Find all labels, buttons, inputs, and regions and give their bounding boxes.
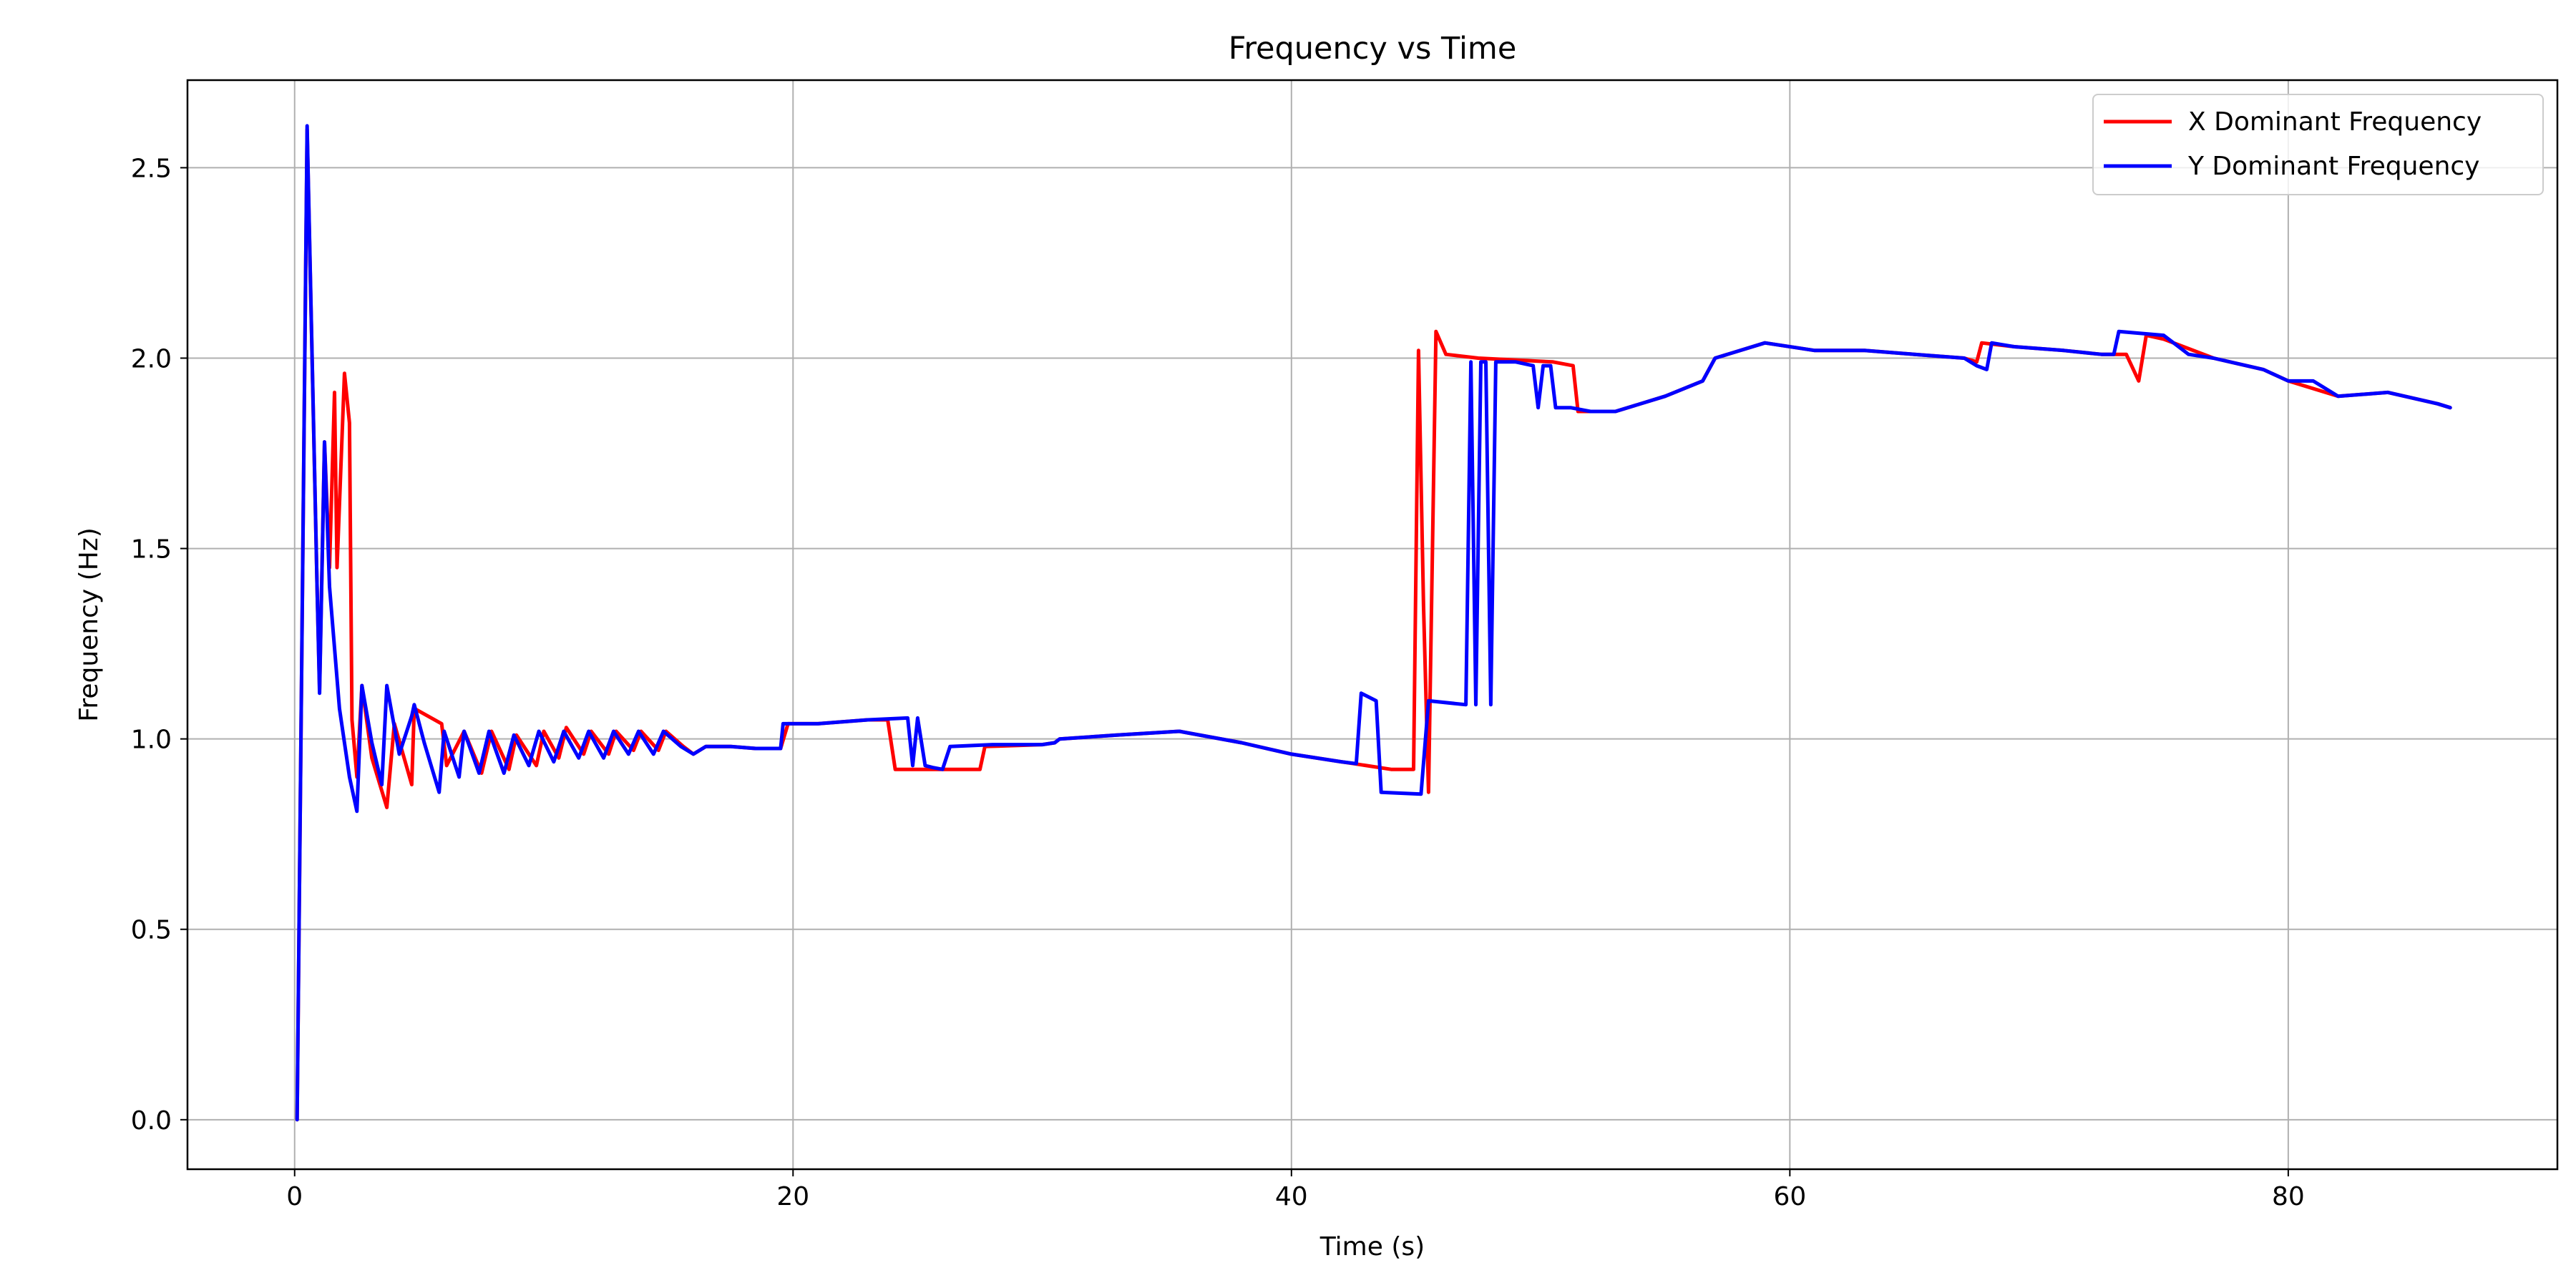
legend-box	[2092, 94, 2544, 195]
x-tick-label: 20	[776, 1182, 809, 1211]
legend-label-y: Y Dominant Frequency	[2187, 152, 2479, 181]
x-axis-label: Time (s)	[1319, 1232, 1425, 1262]
legend-label-x: X Dominant Frequency	[2188, 107, 2482, 137]
y-tick-label: 0.5	[131, 916, 172, 945]
y-tick-label: 2.5	[131, 154, 172, 183]
plot-frame	[186, 79, 2559, 1171]
x-tick-label: 60	[1773, 1182, 1806, 1211]
x-tick-label: 80	[2272, 1182, 2305, 1211]
chart-title: Frequency vs Time	[1229, 31, 1517, 67]
y-axis-label: Frequency (Hz)	[74, 527, 104, 721]
legend: X Dominant Frequency Y Dominant Frequenc…	[2092, 94, 2544, 195]
series-line-y-dominant-frequency	[295, 124, 2452, 1122]
y-tick-label: 0.0	[131, 1106, 172, 1136]
x-tick-label: 40	[1275, 1182, 1308, 1211]
y-tick-label: 2.0	[131, 344, 172, 374]
x-tick-label: 0	[286, 1182, 303, 1211]
y-tick-label: 1.5	[131, 535, 172, 565]
series-lines	[295, 124, 2452, 1122]
ticks: 0 20 40 60 80 0.0 0.5 1.0 1.5 2.0 2.5	[131, 154, 2305, 1211]
y-tick-label: 1.0	[131, 726, 172, 755]
